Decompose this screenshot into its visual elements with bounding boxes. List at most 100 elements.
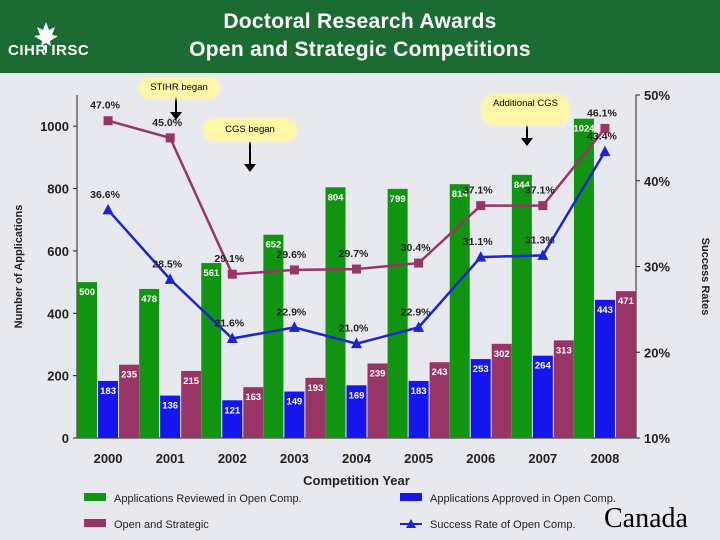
x-tick-label: 2007 (528, 451, 557, 466)
strategic-rate-label: 45.0% (152, 117, 182, 129)
bar-reviewed-2000 (77, 282, 98, 438)
open-point (226, 332, 238, 344)
y-tick-label: 600 (47, 244, 69, 259)
bar-approved-2007 (532, 355, 553, 438)
strategic-point (538, 201, 548, 211)
bar-strategic-2004 (367, 363, 388, 438)
bar-label-strategic: 302 (494, 349, 510, 360)
y2-tick-label: 20% (644, 345, 670, 360)
strategic-rate-label: 30.4% (401, 242, 431, 254)
bar-strategic-2003 (305, 377, 326, 438)
bar-label-reviewed: 561 (203, 268, 220, 279)
strategic-point (227, 269, 237, 279)
y-tick-label: 1000 (40, 119, 69, 134)
bar-label-approved: 264 (535, 361, 552, 372)
y2-tick-label: 40% (644, 174, 670, 189)
strategic-rate-label: 29.1% (214, 253, 244, 265)
open-rate-label: 36.6% (90, 189, 120, 201)
open-point (475, 251, 487, 262)
strategic-point (352, 264, 361, 274)
strategic-rate-label: 46.1% (587, 107, 617, 119)
bar-label-approved: 183 (100, 386, 116, 397)
bar-label-reviewed: 652 (265, 240, 281, 251)
strategic-point (289, 265, 299, 275)
chart-title-line1: Doctoral Research Awards (223, 10, 497, 33)
strategic-rate-label: 29.6% (276, 249, 306, 261)
bar-reviewed-2002 (201, 263, 222, 438)
x-tick-label: 2008 (590, 451, 619, 466)
chart-title-line2: Open and Strategic Competitions (189, 38, 531, 61)
open-rate-label: 31.1% (463, 236, 493, 248)
bar-label-approved: 253 (473, 364, 489, 375)
bar-label-approved: 183 (411, 386, 427, 397)
header-bar: CIHR IRSC Doctoral Research Awards Open … (0, 0, 720, 73)
open-rate-label: 43.4% (587, 131, 617, 143)
bar-label-strategic: 215 (183, 376, 200, 387)
x-tick-label: 2005 (404, 451, 433, 466)
strategic-rate-label: 37.1% (525, 185, 555, 197)
y2-axis-title: Success Rates (699, 238, 711, 316)
bar-label-strategic: 163 (245, 392, 261, 403)
open-rate-label: 21.0% (339, 323, 369, 335)
open-rate-label: 28.5% (152, 258, 182, 270)
strategic-rate-label: 29.7% (339, 248, 369, 260)
bar-approved-2003 (284, 391, 305, 438)
legend-label: Open and Strategic (114, 519, 209, 531)
bar-strategic-2002 (243, 387, 264, 438)
y-tick-label: 800 (47, 182, 69, 197)
x-tick-label: 2006 (466, 451, 495, 466)
bar-approved-2002 (222, 400, 243, 438)
strategic-point (414, 258, 424, 268)
legend-swatch (84, 519, 106, 527)
arrow-cgs-head (244, 164, 256, 172)
legend-swatch (400, 493, 422, 501)
bar-strategic-2005 (429, 362, 450, 438)
bar-label-reviewed: 844 (514, 180, 531, 191)
y2-tick-label: 10% (644, 431, 670, 446)
bar-reviewed-2006 (449, 184, 470, 438)
bar-reviewed-2004 (325, 187, 346, 438)
bar-approved-2005 (408, 380, 429, 438)
bar-label-approved: 443 (597, 305, 613, 316)
x-axis-title: Competition Year (303, 473, 410, 488)
legend-label: Success Rate of Open Comp. (430, 519, 576, 531)
open-point (599, 145, 611, 157)
y2-tick-label: 50% (644, 88, 670, 103)
y-tick-label: 400 (47, 306, 69, 321)
bar-label-reviewed: 500 (79, 287, 95, 298)
strategic-rate-label: 47.0% (90, 100, 120, 112)
bar-strategic-2007 (553, 340, 574, 438)
strategic-point (476, 201, 486, 211)
bar-strategic-2001 (181, 370, 202, 438)
callout-stihr: STIHR began (140, 79, 218, 97)
bar-approved-2008 (594, 299, 615, 438)
open-point (537, 249, 549, 260)
bar-reviewed-2005 (387, 188, 408, 438)
bar-reviewed-2003 (263, 234, 284, 438)
maple-leaf-logo-icon (34, 22, 58, 53)
open-point (164, 273, 176, 284)
bar-label-reviewed: 814 (452, 189, 469, 200)
bar-label-strategic: 243 (432, 367, 448, 378)
open-point (102, 203, 114, 215)
strategic-point (600, 123, 610, 133)
strategic-rate-label: 37.1% (463, 185, 493, 197)
bar-label-approved: 169 (349, 390, 365, 401)
bar-reviewed-2007 (511, 174, 532, 439)
bar-label-strategic: 193 (307, 383, 323, 394)
x-tick-label: 2001 (156, 451, 185, 466)
legend-label: Applications Reviewed in Open Comp. (114, 493, 302, 505)
logo-text: CIHR IRSC (8, 42, 90, 59)
open-point (288, 321, 300, 332)
bar-label-approved: 121 (224, 405, 241, 416)
arrow-additional-cgs-head (521, 138, 533, 146)
bar-label-reviewed: 799 (390, 194, 406, 205)
y2-tick-label: 30% (644, 260, 670, 275)
open-rate-label: 31.3% (525, 234, 555, 246)
x-tick-label: 2004 (342, 451, 372, 466)
arrow-stihr-head (170, 112, 182, 120)
legend-swatch (84, 493, 106, 501)
y-tick-label: 0 (62, 431, 69, 446)
y-tick-label: 200 (47, 369, 69, 384)
